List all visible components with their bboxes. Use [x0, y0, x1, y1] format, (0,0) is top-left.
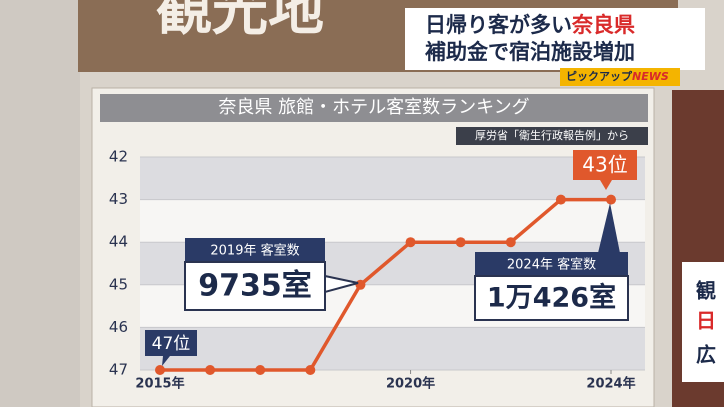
point — [505, 237, 516, 248]
side-box — [682, 262, 724, 382]
headline-1: 日帰り客が多い奈良県 — [425, 13, 635, 37]
point — [305, 365, 316, 375]
point — [555, 194, 566, 205]
pointer — [598, 203, 620, 253]
annotation-box — [145, 330, 197, 356]
annotation: 1万426室 — [487, 282, 616, 314]
y-tick-label: 42 — [109, 148, 128, 166]
annotation: 2024年 客室数 — [507, 257, 596, 273]
line — [160, 197, 611, 372]
plot: 42 43 44 45 46 47 2015年 2020年 2024年 47位 43位 2019年 客… — [109, 148, 645, 392]
source: 厚労省「衛生行政報告例」から — [475, 128, 629, 142]
y-tick-label: 43 — [109, 190, 128, 208]
y-tick-label: 46 — [109, 318, 128, 336]
stripe — [140, 199, 645, 243]
annotation: 9735室 — [198, 269, 312, 304]
point — [155, 365, 165, 375]
chart-title: 奈良県 旅館・ホテル客室数ランキング — [218, 97, 529, 118]
left-blur — [0, 0, 80, 407]
badge-a: ピックアップ — [566, 69, 633, 83]
side-text: 観 — [696, 279, 716, 303]
headline-1b: 奈良県 — [571, 13, 635, 37]
point — [355, 279, 366, 290]
point — [405, 237, 416, 248]
annotation: 43位 — [582, 153, 627, 177]
title-bar — [100, 94, 648, 122]
pointer — [162, 356, 170, 366]
y-tick-label: 44 — [109, 233, 128, 251]
pointer — [600, 180, 612, 190]
headline-1a: 日帰り客が多い — [425, 13, 572, 37]
x-tick-label: 2024年 — [586, 376, 635, 392]
stripe — [140, 157, 645, 200]
background-title: 観光地 — [156, 0, 324, 43]
source-box — [456, 127, 648, 145]
annotation-box — [475, 252, 628, 276]
point — [606, 194, 616, 205]
badge-text: ピックアップNEWS — [566, 69, 669, 83]
annotation: 2019年 客室数 — [210, 243, 299, 259]
y-tick-label: 45 — [109, 275, 128, 293]
headline-2: 補助金で宿泊施設増加 — [424, 40, 635, 64]
y-tick-label: 47 — [109, 361, 128, 379]
point — [205, 365, 216, 375]
point — [455, 237, 466, 248]
side-text: 日 — [696, 309, 716, 333]
headline-box — [405, 8, 705, 70]
point — [255, 365, 266, 375]
badge-b: NEWS — [632, 70, 669, 83]
x-tick-label: 2015年 — [135, 376, 184, 392]
annotation-box — [474, 275, 629, 321]
side-text: 広 — [696, 343, 716, 367]
badge — [560, 68, 680, 86]
annotation: 47位 — [152, 334, 191, 354]
x-tick-label: 2020年 — [386, 376, 435, 392]
annotation-box — [573, 150, 637, 180]
annotation-box — [185, 238, 325, 262]
stripe — [140, 327, 645, 370]
annotation-box — [184, 261, 326, 311]
